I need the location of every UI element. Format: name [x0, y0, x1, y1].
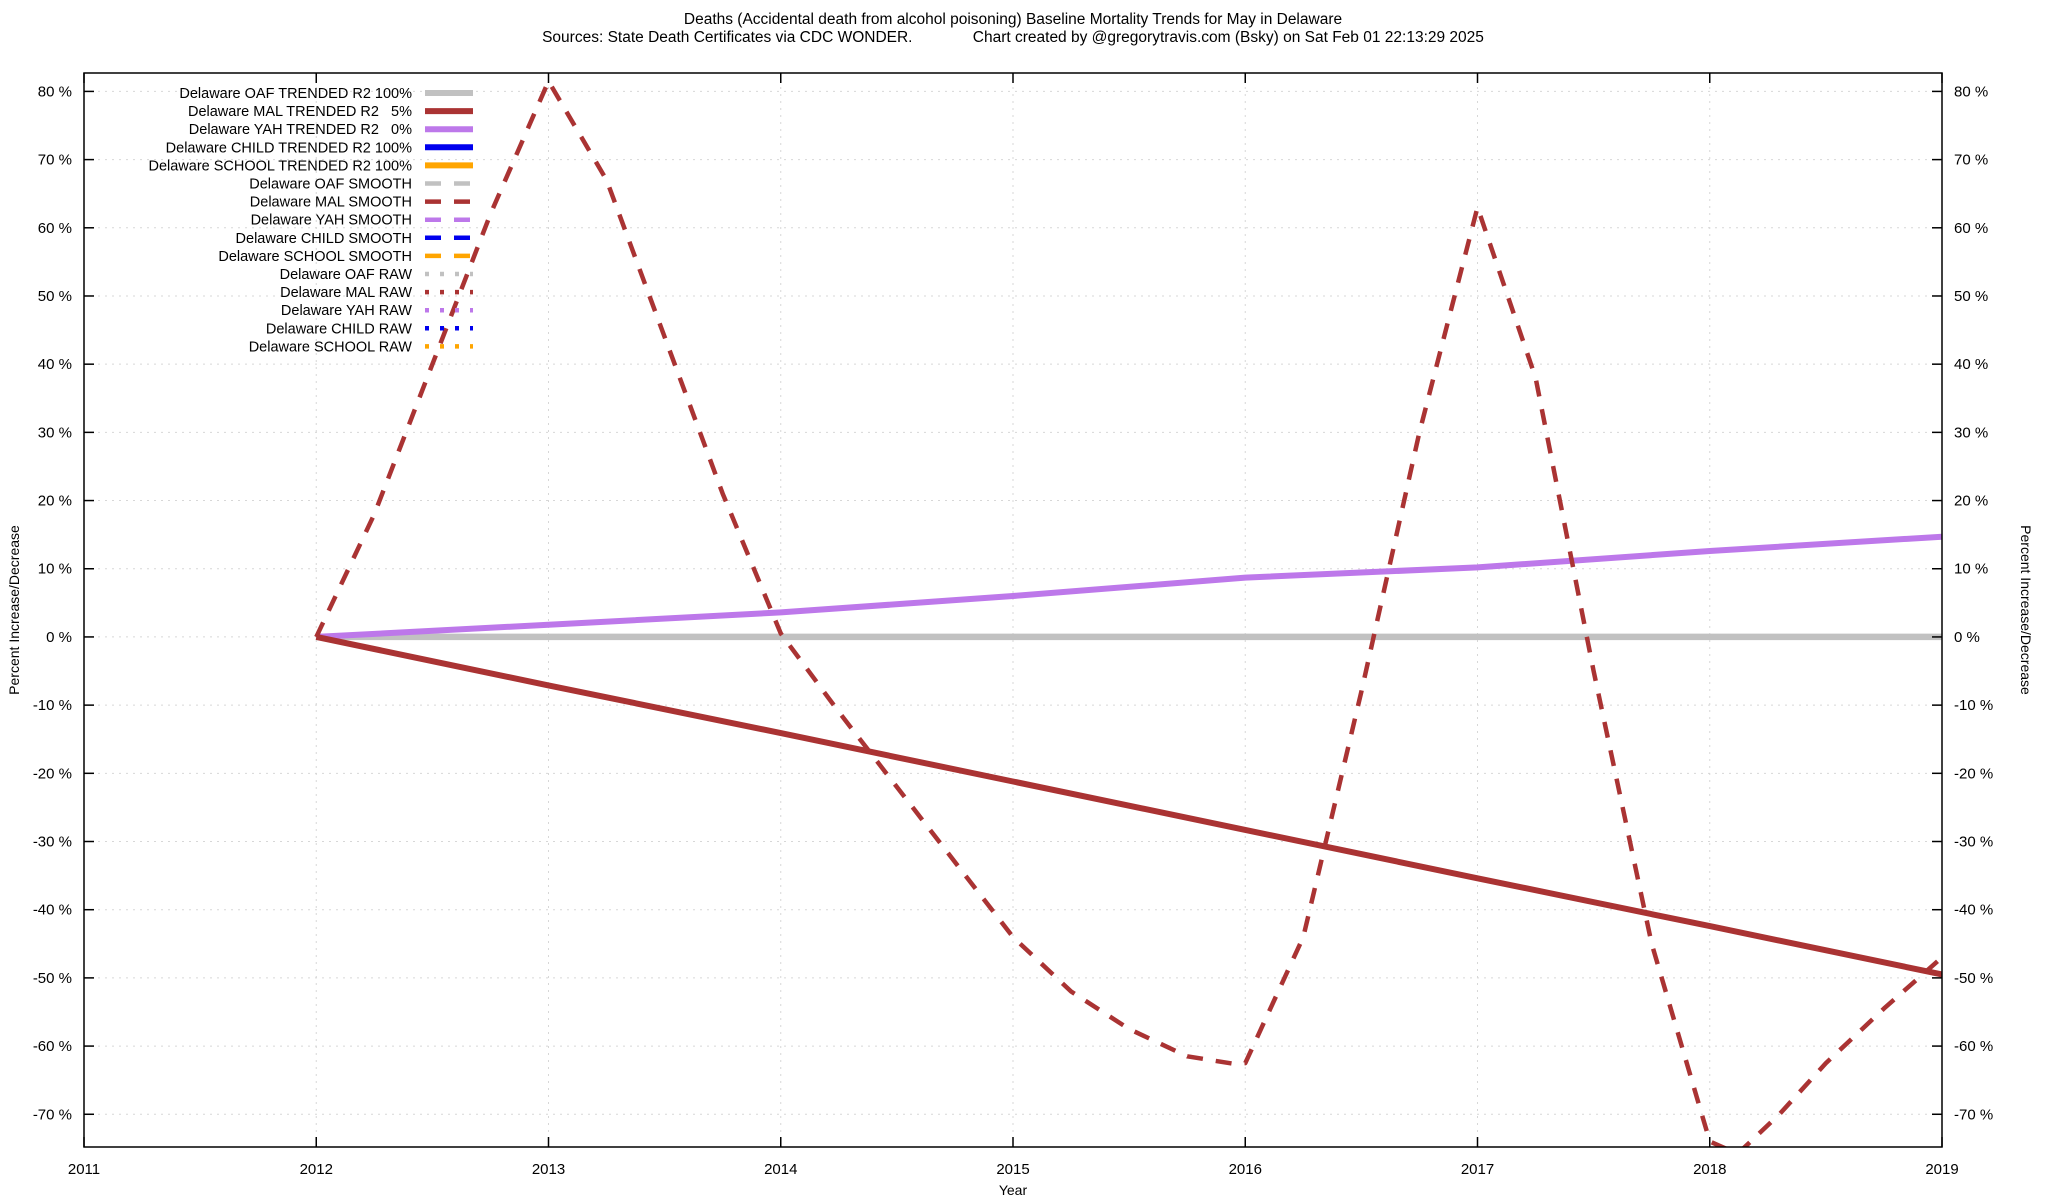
legend: Delaware OAF TRENDED R2 100% Delaware MAL… [148, 86, 473, 355]
y-axis-label-right: Percent Increase/Decrease [2018, 525, 2034, 695]
tick-labels: -70 % -70 % -60 % -60 % -50 % -50 % -40 % -40 %… [33, 83, 1993, 1178]
x-tick-label: 2013 [532, 1161, 565, 1178]
y-tick-label-right: 30 % [1954, 424, 1988, 441]
series-delaware-mal-trended-r2-5 [315, 633, 1942, 978]
y-tick-label-left: 20 % [38, 493, 72, 510]
y-tick-label-left: 60 % [38, 220, 72, 237]
legend-label: Delaware YAH SMOOTH [251, 213, 412, 229]
legend-label: Delaware YAH TRENDED R2 0% [189, 122, 412, 138]
y-tick-label-left: -30 % [33, 834, 72, 851]
legend-label: Delaware CHILD SMOOTH [236, 231, 412, 247]
x-axis-label: Year [999, 1182, 1028, 1198]
y-tick-label-right: -60 % [1954, 1038, 1993, 1055]
y-tick-label-right: 60 % [1954, 220, 1988, 237]
chart-subtitle: Sources: State Death Certificates via CD… [542, 29, 1484, 46]
legend-label: Delaware CHILD TRENDED R2 100% [166, 140, 412, 156]
chart-title: Deaths (Accidental death from alcohol po… [684, 11, 1342, 28]
series-delaware-yah-trended-r2-0 [316, 533, 1942, 640]
y-tick-label-left: 50 % [38, 288, 72, 305]
x-tick-label: 2011 [68, 1161, 100, 1178]
y-tick-label-right: -50 % [1954, 970, 1993, 987]
y-tick-label-right: -40 % [1954, 902, 1993, 919]
legend-label: Delaware OAF TRENDED R2 100% [179, 86, 412, 102]
axis-ticks [83, 73, 1943, 1147]
legend-label: Delaware OAF RAW [280, 267, 413, 283]
y-tick-label-left: 40 % [38, 356, 72, 373]
x-tick-label: 2012 [300, 1161, 333, 1178]
y-tick-label-right: 50 % [1954, 288, 1988, 305]
y-tick-label-right: -20 % [1954, 765, 1993, 782]
x-tick-label: 2016 [1229, 1161, 1262, 1178]
y-tick-label-right: 10 % [1954, 561, 1988, 578]
legend-label: Delaware YAH RAW [281, 303, 412, 319]
y-tick-label-right: 0 % [1954, 629, 1980, 646]
legend-label: Delaware SCHOOL RAW [249, 339, 413, 355]
x-tick-label: 2015 [996, 1161, 1029, 1178]
legend-label: Delaware SCHOOL SMOOTH [218, 249, 412, 265]
y-tick-label-left: -70 % [33, 1106, 72, 1123]
x-tick-label: 2017 [1461, 1161, 1494, 1178]
series-group [314, 78, 1942, 1147]
legend-label: Delaware MAL RAW [280, 285, 412, 301]
y-tick-label-right: 40 % [1954, 356, 1988, 373]
y-tick-label-right: -10 % [1954, 697, 1993, 714]
y-tick-label-left: 30 % [38, 424, 72, 441]
y-tick-label-left: 80 % [38, 83, 72, 100]
x-tick-label: 2019 [1925, 1161, 1958, 1178]
y-tick-label-left: -50 % [33, 970, 72, 987]
x-tick-label: 2018 [1693, 1161, 1726, 1178]
legend-label: Delaware SCHOOL TRENDED R2 100% [148, 158, 412, 174]
y-tick-label-right: -70 % [1954, 1106, 1993, 1123]
y-tick-label-left: -60 % [33, 1038, 72, 1055]
y-tick-label-left: -10 % [33, 697, 72, 714]
legend-label: Delaware MAL SMOOTH [250, 195, 412, 211]
y-tick-label-left: -20 % [33, 765, 72, 782]
y-tick-label-left: 10 % [38, 561, 72, 578]
legend-label: Delaware MAL TRENDED R2 5% [188, 104, 412, 120]
y-tick-label-right: 20 % [1954, 493, 1988, 510]
y-tick-label-right: -30 % [1954, 834, 1993, 851]
y-tick-label-right: 70 % [1954, 152, 1988, 169]
y-tick-label-left: -40 % [33, 902, 72, 919]
y-tick-label-left: 70 % [38, 152, 72, 169]
y-tick-label-right: 80 % [1954, 83, 1988, 100]
y-tick-label-left: 0 % [46, 629, 72, 646]
legend-label: Delaware OAF SMOOTH [249, 177, 412, 193]
series-delaware-mal-smooth [314, 78, 1942, 1147]
legend-label: Delaware CHILD RAW [266, 321, 412, 337]
x-tick-label: 2014 [764, 1161, 797, 1178]
y-axis-label-left: Percent Increase/Decrease [6, 525, 22, 695]
